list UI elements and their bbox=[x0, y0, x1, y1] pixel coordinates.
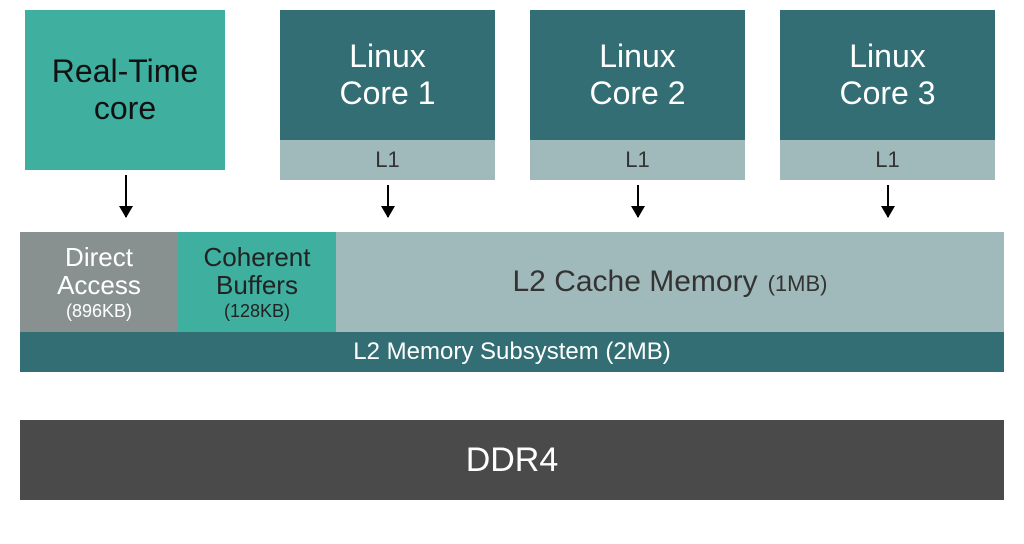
linux-core-1-label-2: Core 1 bbox=[339, 75, 435, 112]
linux-core-1-label-1: Linux bbox=[339, 38, 435, 75]
direct-access-block: Direct Access (896KB) bbox=[20, 232, 178, 332]
coherent-label-1: Coherent bbox=[204, 243, 311, 272]
arrow-rt-to-l2 bbox=[125, 175, 127, 217]
l2-subsystem-label: L2 Memory Subsystem (2MB) bbox=[20, 332, 1004, 372]
linux-core-3-label-1: Linux bbox=[839, 38, 935, 75]
realtime-core-block: Real-Time core bbox=[25, 10, 225, 170]
direct-access-label-1: Direct bbox=[65, 243, 133, 272]
linux-core-3-label-2: Core 3 bbox=[839, 75, 935, 112]
ddr4-label: DDR4 bbox=[466, 441, 559, 480]
arrow-core2-to-l2 bbox=[637, 185, 639, 217]
arrow-core3-to-l2 bbox=[887, 185, 889, 217]
linux-core-2-block: Linux Core 2 bbox=[530, 10, 745, 140]
l2-cache-block: L2 Cache Memory (1MB) bbox=[336, 232, 1004, 332]
direct-access-size: (896KB) bbox=[66, 302, 132, 322]
linux-core-1-l1-block: L1 bbox=[280, 140, 495, 180]
linux-core-2-l1-label: L1 bbox=[625, 147, 649, 173]
linux-core-1-block: Linux Core 1 bbox=[280, 10, 495, 140]
realtime-core-label-1: Real-Time bbox=[52, 53, 198, 90]
coherent-size: (128KB) bbox=[224, 302, 290, 322]
coherent-buffers-block: Coherent Buffers (128KB) bbox=[178, 232, 336, 332]
arrow-core1-to-l2 bbox=[387, 185, 389, 217]
ddr4-block: DDR4 bbox=[20, 420, 1004, 500]
coherent-label-2: Buffers bbox=[216, 271, 298, 300]
diagram-canvas: Real-Time core Linux Core 1 L1 Linux Cor… bbox=[0, 0, 1024, 544]
linux-core-1-l1-label: L1 bbox=[375, 147, 399, 173]
l2-cache-label: L2 Cache Memory bbox=[513, 265, 758, 299]
linux-core-3-l1-block: L1 bbox=[780, 140, 995, 180]
linux-core-2-label-2: Core 2 bbox=[589, 75, 685, 112]
linux-core-2-l1-block: L1 bbox=[530, 140, 745, 180]
linux-core-3-l1-label: L1 bbox=[875, 147, 899, 173]
linux-core-3-block: Linux Core 3 bbox=[780, 10, 995, 140]
realtime-core-label-2: core bbox=[52, 90, 198, 127]
l2-cache-size: (1MB) bbox=[768, 271, 828, 297]
linux-core-2-label-1: Linux bbox=[589, 38, 685, 75]
direct-access-label-2: Access bbox=[57, 271, 141, 300]
